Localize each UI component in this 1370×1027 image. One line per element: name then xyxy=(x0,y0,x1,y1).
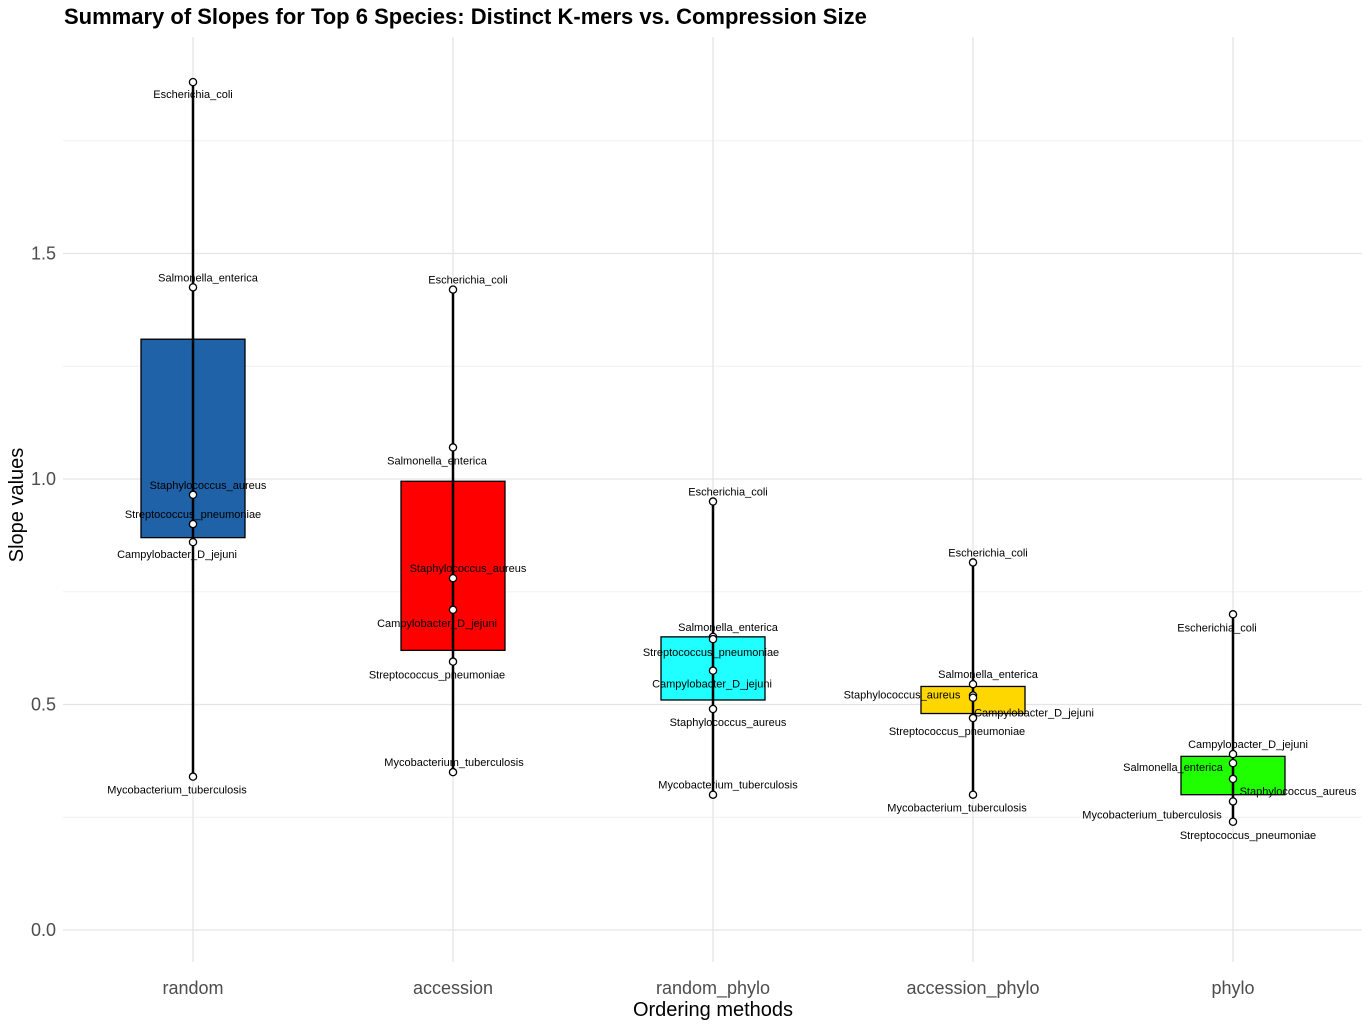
point-label: Escherichia_coli xyxy=(428,275,507,287)
point-label: Salmonella_enterica xyxy=(678,622,779,634)
point-label: Staphylococcus_aureus xyxy=(670,717,787,729)
point-phylo-Escherichia_coli xyxy=(1228,610,1238,619)
point-label: Streptococcus_pneumoniae xyxy=(369,670,505,682)
y-tick-label: 1.5 xyxy=(31,244,56,264)
point-label: Streptococcus_pneumoniae xyxy=(889,726,1025,738)
point-label: Salmonella_enterica xyxy=(387,455,488,467)
x-axis-title: Ordering methods xyxy=(633,999,793,1021)
y-tick-label: 1.0 xyxy=(31,469,56,489)
point-label: Escherichia_coli xyxy=(948,547,1027,559)
point-label: Escherichia_coli xyxy=(153,89,232,101)
point-phylo-Staphylococcus_aureus xyxy=(1228,774,1238,784)
point-random-Streptococcus_pneumoniae xyxy=(188,519,198,529)
point-label: Mycobacterium_tuberculosis xyxy=(107,785,247,797)
point-labels: Escherichia_coli Salmonella_enterica Staph… xyxy=(107,89,1357,842)
x-tick-label: accession xyxy=(413,978,493,998)
point-phylo-Streptococcus_pneumoniae xyxy=(1228,817,1238,827)
x-tick-label: random_phylo xyxy=(656,978,770,999)
point-random_phylo-Staphylococcus_aureus xyxy=(708,704,718,714)
point-random-Mycobacterium_tuberculosis xyxy=(188,772,198,781)
y-tick-label: 0.5 xyxy=(31,695,56,715)
x-tick-label: random xyxy=(162,978,223,998)
point-label: Streptococcus_pneumoniae xyxy=(1180,830,1316,842)
point-random_phylo-Campylobacter_D_jejuni xyxy=(708,666,718,675)
point-accession-Campylobacter_D_jejuni xyxy=(448,605,458,615)
axis-labels: 0.0 0.5 1.0 1.5 random accession random_phylo a… xyxy=(31,244,1255,1000)
point-label: Campylobacter_D_jejuni xyxy=(117,549,237,561)
point-label: Staphylococcus_aureus xyxy=(150,480,267,492)
point-accession-Mycobacterium_tuberculosis xyxy=(448,767,458,777)
point-random-Staphylococcus_aureus xyxy=(188,490,198,500)
point-label: Campylobacter_D_jejuni xyxy=(974,708,1094,720)
x-tick-label: phylo xyxy=(1211,978,1254,998)
point-random_phylo-Mycobacterium_tuberculosis xyxy=(708,790,718,799)
whisker-layer xyxy=(191,82,1235,822)
point-phylo-Mycobacterium_tuberculosis xyxy=(1228,797,1238,806)
point-label: Campylobacter_D_jejuni xyxy=(377,618,497,630)
point-accession-Staphylococcus_aureus xyxy=(448,573,458,583)
point-label: Mycobacterium_tuberculosis xyxy=(1082,809,1222,821)
point-label: Salmonella_enterica xyxy=(158,272,259,284)
point-phylo-Salmonella_enterica xyxy=(1228,758,1238,768)
data-points xyxy=(188,77,1238,827)
y-tick-label: 0.0 xyxy=(31,920,56,940)
point-label: Mycobacterium_tuberculosis xyxy=(384,757,524,769)
point-random-Escherichia_coli xyxy=(188,77,198,87)
point-label: Escherichia_coli xyxy=(688,487,767,499)
point-label: Streptococcus_pneumoniae xyxy=(125,509,261,521)
point-accession_phylo-Mycobacterium_tuberculosis xyxy=(968,790,978,799)
point-accession_phylo-Salmonella_enterica xyxy=(968,679,978,689)
point-label: Campylobacter_D_jejuni xyxy=(1188,739,1308,751)
point-accession_phylo-Escherichia_coli xyxy=(968,558,978,567)
point-label: Mycobacterium_tuberculosis xyxy=(658,780,798,792)
point-label: Mycobacterium_tuberculosis xyxy=(887,803,1027,815)
point-label: Salmonella_enterica xyxy=(938,669,1039,681)
point-label: Streptococcus_pneumoniae xyxy=(643,647,779,659)
point-accession-Salmonella_enterica xyxy=(448,443,458,452)
point-label: Salmonella_enterica xyxy=(1123,762,1224,774)
y-axis-title: Slope values xyxy=(6,448,28,563)
point-label: Escherichia_coli xyxy=(1177,622,1256,634)
point-random-Salmonella_enterica xyxy=(188,283,198,292)
point-label: Staphylococcus_aureus xyxy=(844,689,961,701)
point-accession-Streptococcus_pneumoniae xyxy=(448,657,458,666)
point-label: Campylobacter_D_jejuni xyxy=(652,679,772,691)
point-label: Staphylococcus_aureus xyxy=(1240,786,1357,798)
point-random-Campylobacter_D_jejuni xyxy=(188,537,198,547)
point-accession_phylo-Campylobacter_D_jejuni xyxy=(968,693,978,702)
point-accession-Escherichia_coli xyxy=(448,285,458,294)
point-label: Staphylococcus_aureus xyxy=(410,563,527,575)
point-accession_phylo-Streptococcus_pneumoniae xyxy=(968,713,978,723)
point-phylo-Campylobacter_D_jejuni xyxy=(1228,749,1238,759)
point-random_phylo-Escherichia_coli xyxy=(708,497,718,506)
point-random_phylo-Streptococcus_pneumoniae xyxy=(708,634,718,644)
chart-title: Summary of Slopes for Top 6 Species: Dis… xyxy=(64,4,867,29)
x-tick-label: accession_phylo xyxy=(906,978,1039,999)
